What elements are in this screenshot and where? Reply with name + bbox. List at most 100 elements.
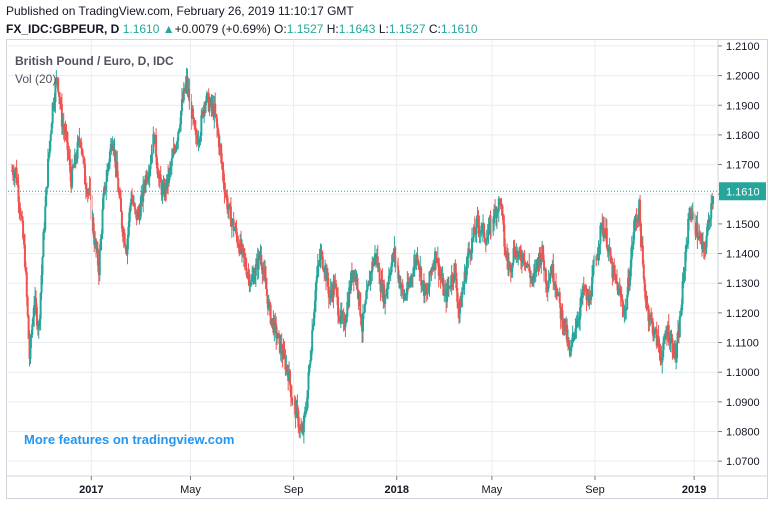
candle-body [173,148,176,150]
candle-body [567,340,570,348]
candle-body [599,225,602,245]
candle-body [547,281,550,289]
candle-body [469,250,472,255]
candle-body [50,123,53,134]
price-chart[interactable]: 1.0700 1.0800 1.0900 1.1000 1.1100 1.1200 1.13… [6,39,768,499]
candle-body [507,259,510,266]
candle-body [315,275,318,283]
candle-body [497,198,500,212]
candle-body [267,302,270,309]
candle-body [274,319,277,324]
candle-body [623,310,626,314]
candle-body [540,258,543,265]
candle-body [684,251,687,272]
candle-body [250,280,253,285]
candle-body [149,163,152,170]
candle-body [383,284,386,304]
candle-body [371,261,374,273]
chart-frame[interactable]: 1.0700 1.0800 1.0900 1.1000 1.1100 1.1200 1.13… [6,39,768,499]
candle-body [449,286,452,288]
y-tick-label: 1.1500 [726,219,760,231]
candle-body [473,226,476,235]
candle-body [409,281,412,284]
candle-body [134,209,137,214]
candle-body [570,341,573,347]
candle-body [150,154,153,164]
candle-body [661,357,664,363]
candle-body [146,177,149,181]
candle-body [42,231,45,258]
candle-body [249,284,252,287]
candle-body [529,271,532,278]
candle-body [366,286,369,290]
candle-body [365,289,368,300]
candle-body [319,249,322,261]
candle-body [186,76,189,91]
candle-body [390,262,393,273]
candle-body [329,290,332,299]
candle-body [260,254,263,266]
candle-body [49,133,52,142]
candle-body [543,260,546,271]
candle-body [577,320,580,322]
candle-body [644,291,647,302]
candle-body [107,165,110,170]
candle-body [236,234,239,244]
candle-body [689,215,692,217]
candle-body [542,245,545,261]
candle-body [363,304,366,313]
candle-body [128,212,131,227]
candle-body [322,267,325,271]
candle-body [337,315,340,322]
candle-body [462,284,465,290]
candle-body [348,287,351,307]
candle-body [696,222,699,239]
candle-body [40,275,43,294]
candle-body [65,131,68,133]
candle-body [118,191,121,195]
candle-body [699,235,702,239]
candle-body [546,288,549,290]
volume-indicator-label[interactable]: Vol (20) [15,72,57,86]
candle-body [304,411,307,413]
candle-body [579,296,582,308]
candle-body [651,318,654,322]
candle-body [386,288,389,296]
candle-body [131,198,134,200]
candle-body [116,161,119,179]
close-label: C: [428,22,441,36]
candle-body [220,152,223,164]
candle-body [26,296,29,316]
candle-body [161,186,164,195]
candle-body [320,249,323,252]
candle-body [119,198,122,212]
candle-body [555,289,558,296]
candle-body [676,341,679,358]
candle-body [569,346,572,356]
candle-body [502,214,505,225]
candle-body [269,304,272,324]
candle-body [558,292,561,304]
candle-body [176,140,179,145]
candle-body [228,204,231,207]
candle-body [356,277,359,291]
candle-body [175,144,178,151]
tradingview-watermark-link[interactable]: More features on tradingview.com [24,432,235,447]
candle-body [607,248,610,252]
candle-body [499,199,502,206]
candle-body [401,284,404,292]
candle-body [309,360,312,365]
candle-body [46,186,49,189]
candle-body [48,141,51,153]
candle-body [704,247,707,250]
candle-body [443,290,446,296]
candle-body [200,115,203,136]
candle-body [386,284,389,289]
candle-body [549,272,552,279]
candle-body [683,271,686,273]
candle-body [410,276,413,282]
candle-body [139,205,142,220]
candle-body [479,231,482,233]
symbol-name[interactable]: FX_IDC:GBPEUR, D [6,22,120,36]
candle-body [24,266,27,273]
